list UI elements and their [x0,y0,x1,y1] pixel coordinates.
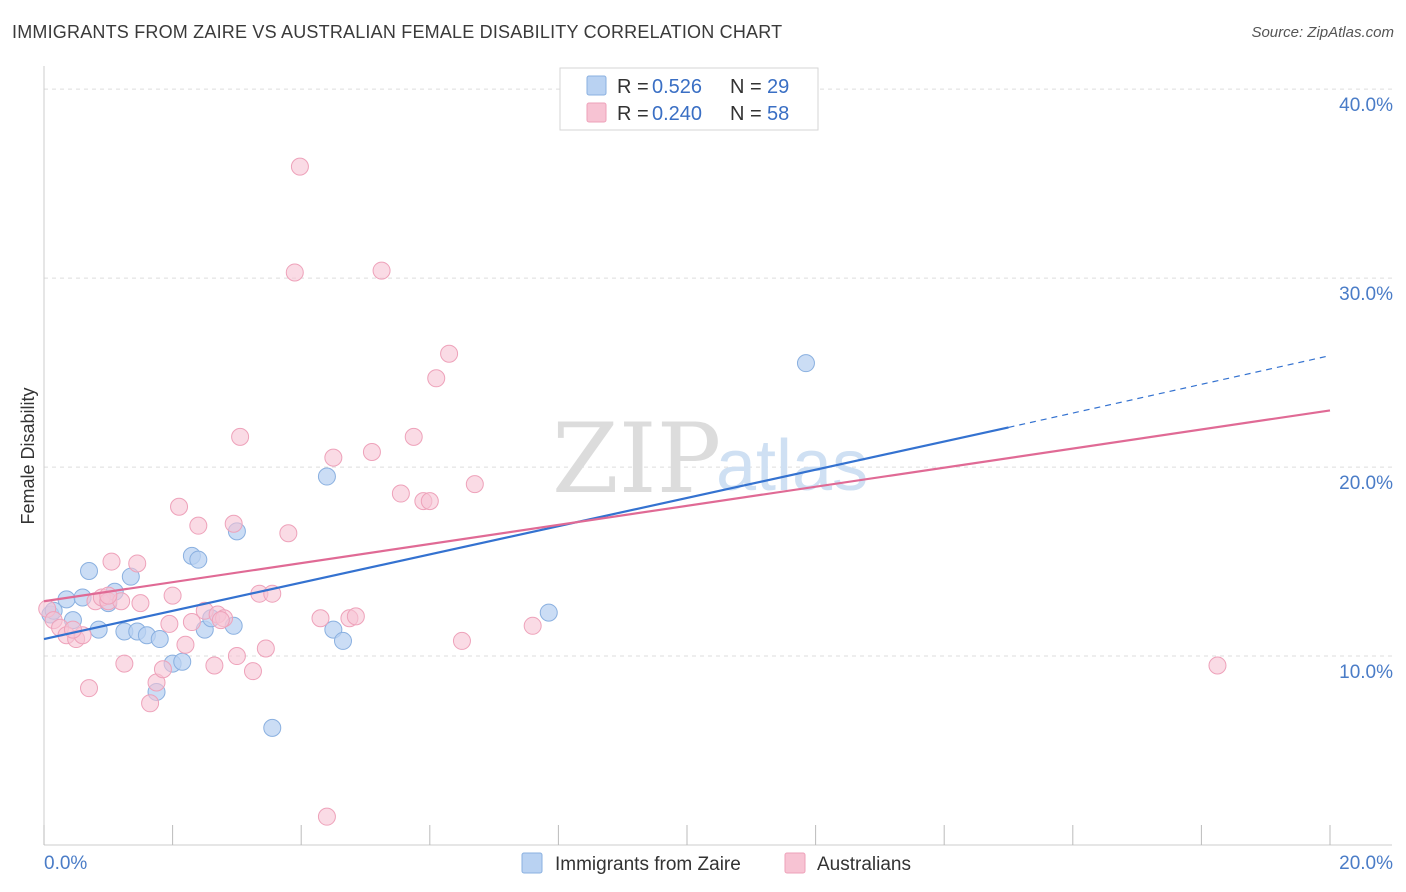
australians-point-38 [311,609,330,628]
australians-point-49 [427,369,446,388]
zaire-point-22 [263,718,282,737]
australians-point-33 [256,639,275,658]
australians-point-22 [182,613,201,632]
bottom-legend-label-australians: Australians [817,854,911,875]
zaire-point-13 [150,630,169,649]
australians-point-36 [285,263,304,282]
y-tick-label-3: 40.0% [1339,95,1393,116]
australians-point-45 [391,484,410,503]
stats-legend: R = 0.526 N = 29 R = 0.240 N = 58 [559,67,819,131]
zaire-point-4 [80,562,99,581]
australians-point-56 [99,586,118,605]
legend-n-value-zaire: 29 [767,76,789,98]
trend-lines [43,355,1331,641]
zaire-point-23 [317,467,336,486]
australians-point-28 [224,514,243,533]
series-legend: Immigrants from Zaire Australians [521,852,911,875]
chart-title: IMMIGRANTS FROM ZAIRE VS AUSTRALIAN FEMA… [12,22,783,42]
australians-point-31 [243,662,262,681]
legend-n-label-australians: N = [730,103,762,125]
australians-point-15 [141,694,160,713]
australians-point-46 [404,427,423,446]
australians-point-57 [211,611,230,630]
zaire-point-25 [333,631,352,650]
australians-point-35 [279,524,298,543]
australians-point-10 [102,552,121,571]
legend-swatch-zaire [586,75,607,96]
x-tick-label-0: 0.0% [44,853,87,874]
y-tick-label-0: 10.0% [1339,662,1393,683]
australians-point-12 [115,654,134,673]
australians-point-21 [176,635,195,654]
legend-r-label-zaire: R = [617,76,649,98]
zaire-point-27 [796,354,815,373]
bottom-legend-swatch-zaire [521,852,543,874]
tick-labels: 10.0% 20.0% 30.0% 40.0% 0.0% 20.0% [44,95,1393,874]
australians-point-20 [170,497,189,516]
australians-point-53 [523,616,542,635]
series-australians-points [38,157,1227,826]
x-tick-label-1: 20.0% [1339,853,1393,874]
watermark-zip: ZIP [552,403,721,515]
australians-point-14 [131,594,150,613]
y-tick-label-2: 30.0% [1339,284,1393,305]
australians-point-54 [1208,656,1227,675]
zaire-point-5 [89,620,108,639]
zaire-point-15 [173,652,192,671]
legend-r-value-zaire: 0.526 [652,76,702,98]
australians-point-23 [189,516,208,535]
watermark: ZIP atlas [552,403,868,515]
bottom-legend-label-zaire: Immigrants from Zaire [555,854,741,875]
australians-point-43 [362,442,381,461]
legend-r-value-australians: 0.240 [652,103,702,125]
australians-point-18 [160,614,179,633]
australians-point-50 [440,344,459,363]
legend-n-value-australians: 58 [767,103,789,125]
australians-point-39 [317,807,336,826]
legend-r-label-australians: R = [617,103,649,125]
y-tick-label-1: 20.0% [1339,473,1393,494]
australians-point-40 [324,448,343,467]
zaire-trend-line [43,426,1009,641]
legend-n-label-zaire: N = [730,76,762,98]
australians-point-30 [231,427,250,446]
australians-point-37 [290,157,309,176]
axes [43,66,1392,846]
australians-point-17 [153,660,172,679]
australians-point-42 [346,607,365,626]
australians-point-44 [372,261,391,280]
australians-point-52 [465,475,484,494]
zaire-point-17 [189,550,208,569]
zaire-point-26 [539,603,558,622]
watermark-atlas: atlas [716,426,868,506]
australians-point-19 [163,586,182,605]
australians-point-25 [205,656,224,675]
australians-point-13 [128,554,147,573]
australians-point-55 [63,620,82,639]
australians-point-48 [420,492,439,511]
australians-point-51 [452,631,471,650]
bottom-legend-swatch-australians [784,852,806,874]
australians-trend-line [43,409,1331,603]
y-axis-label: Female Disability [18,387,38,524]
australians-point-29 [227,647,246,666]
source-credit: Source: ZipAtlas.com [1251,24,1394,41]
australians-point-6 [80,679,99,698]
legend-swatch-australians [586,102,607,123]
